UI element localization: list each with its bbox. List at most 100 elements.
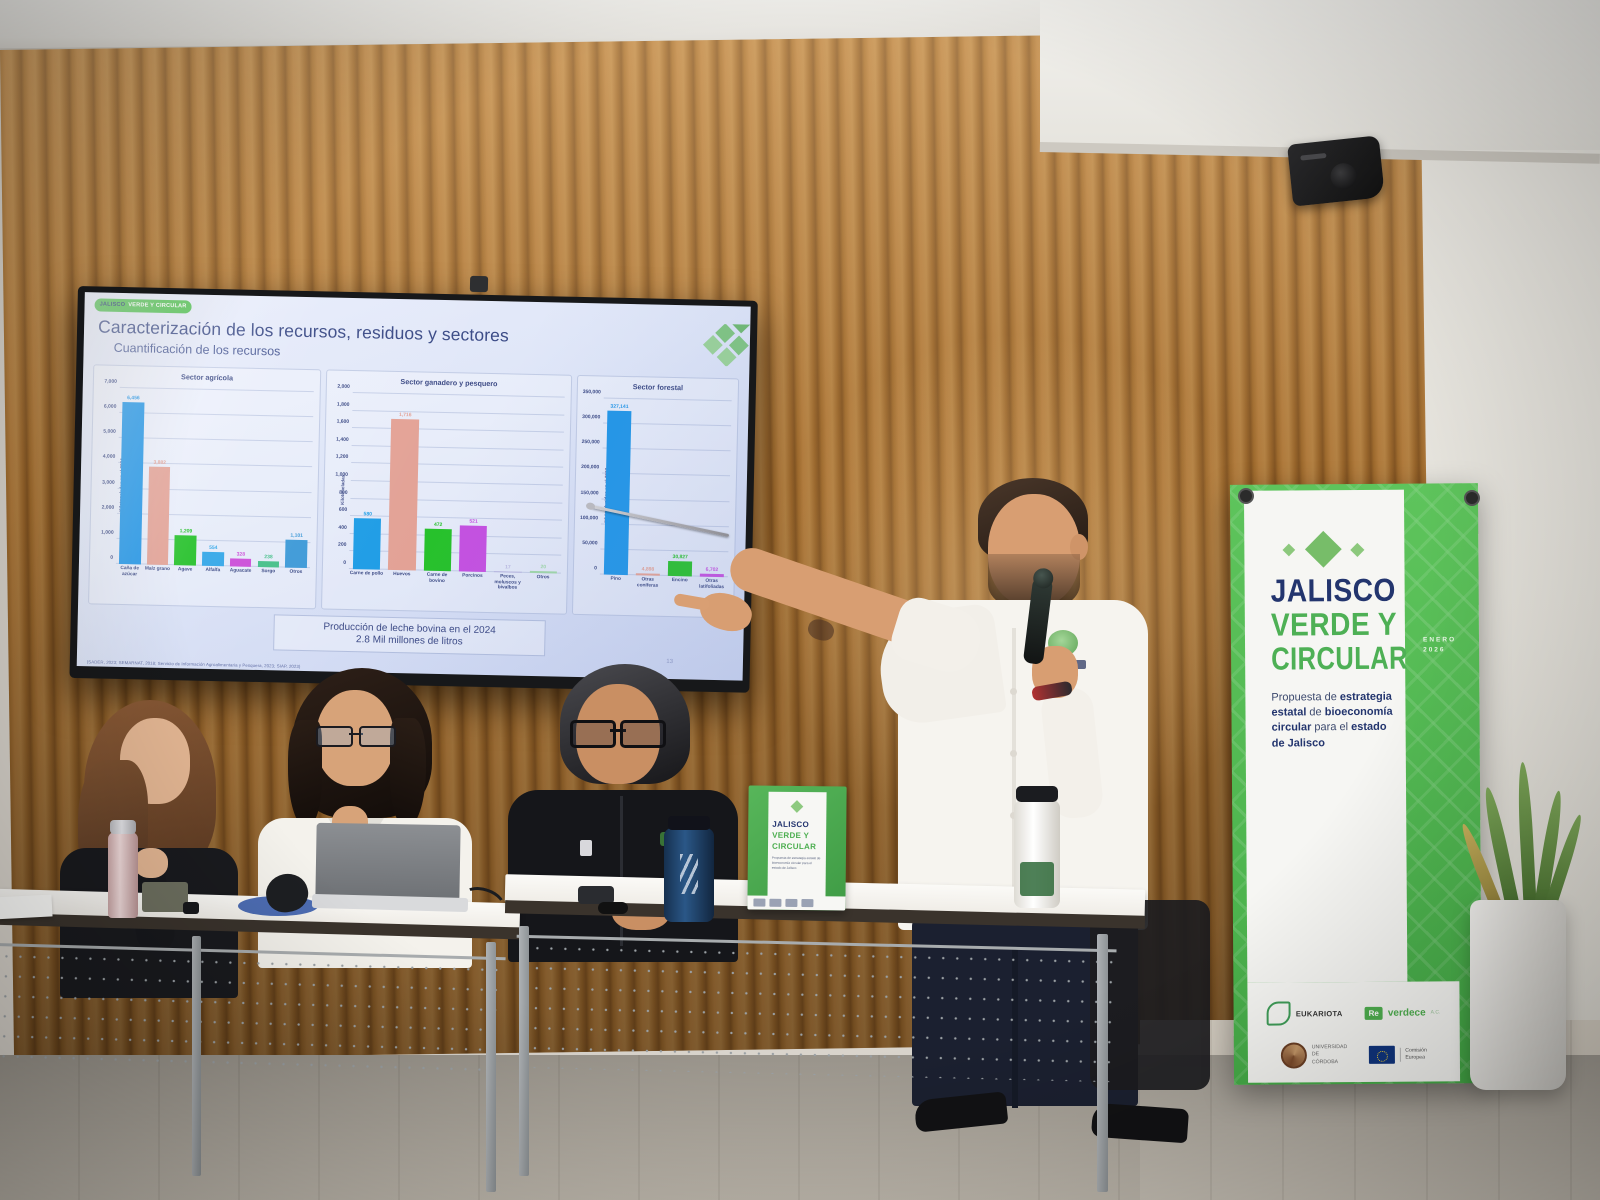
bar-value-label: 1,101	[290, 533, 303, 540]
slide-subtitle: Cuantificación de los recursos	[113, 340, 281, 359]
clover-icon	[1266, 1001, 1291, 1026]
shirt-button	[1010, 812, 1017, 819]
bar	[423, 529, 452, 572]
speaker-slot	[1300, 152, 1327, 161]
milk-production-callout: Producción de leche bovina en el 2024 2.…	[273, 614, 546, 657]
bar-column: 327,141	[603, 399, 632, 576]
table-leg	[519, 926, 529, 1176]
display-screen: JALISCO VERDE Y CIRCULAR Caracterización…	[76, 292, 751, 681]
chart-plot-1: 0 200 400 600 800 1,000 1,200 1,400 1,600 1,800 2,…	[335, 384, 565, 574]
banner-line-2: VERDE Y	[1270, 605, 1398, 643]
y-axis-tick: 5,000	[103, 428, 116, 436]
banner-line-1: JALISCO	[1270, 571, 1396, 609]
callout-line-2: 2.8 Mil millones de litros	[355, 634, 463, 648]
logo-universidad-cordoba: UNIVERSIDAD DE CÓRDOBA	[1280, 1042, 1348, 1069]
chart-panel-forestal: Sector forestal m³ producidos en el 2017…	[571, 374, 740, 619]
jacket-zipper	[620, 796, 623, 946]
brochure-logo-strip	[747, 895, 846, 911]
bar-value-label: 327,141	[610, 403, 629, 410]
laptop[interactable]	[311, 822, 469, 916]
bar	[174, 534, 197, 566]
bar-value-label: 3,882	[153, 460, 167, 467]
bar-value-label: 472	[433, 522, 443, 529]
brochure-description: Propuesta de estrategia estatal de bioec…	[771, 855, 821, 870]
y-axis-tick: 1,400	[336, 436, 349, 443]
banner-clip-right	[1464, 490, 1480, 506]
bar-value-label: 238	[264, 554, 273, 561]
table-leg	[486, 942, 496, 1192]
logo-comision-europea: Comisión Europea	[1369, 1045, 1427, 1064]
x-axis-label: Carne de pollo	[349, 570, 384, 577]
bar-value-label: 328	[236, 551, 246, 558]
y-axis-tick: 0	[110, 554, 114, 561]
bottle-cap	[110, 820, 136, 834]
glasses-icon	[316, 726, 396, 747]
logo-verdece-text: verdece	[1387, 1007, 1426, 1019]
chart-title-0: Sector agrícola	[180, 372, 234, 383]
water-bottle-blue	[664, 816, 714, 922]
rollup-banner: JALISCO VERDE Y CIRCULAR ENERO 2026 Prop…	[1229, 483, 1483, 1085]
presentation-display[interactable]: JALISCO VERDE Y CIRCULAR Caracterización…	[69, 286, 758, 693]
chart-xlabels-1: Carne de pollo Huevos Carne de bovino Porci…	[348, 571, 561, 612]
bar	[118, 401, 145, 565]
slide-content: JALISCO VERDE Y CIRCULAR Caracterización…	[77, 292, 751, 680]
water-bottle-white	[1014, 786, 1060, 908]
plant-pot	[1470, 900, 1566, 1090]
bar-column: 6,702	[699, 401, 728, 578]
remote-control	[598, 902, 628, 914]
x-axis-label: Otros	[289, 569, 303, 575]
desc-bold: circular	[1271, 721, 1312, 734]
y-axis-tick: 50,000	[582, 539, 598, 547]
slide-decoration	[687, 323, 751, 367]
bar	[699, 573, 725, 578]
bar	[494, 570, 522, 573]
bar-column: 3,882	[146, 389, 172, 566]
laptop-lid	[315, 822, 461, 902]
bar	[529, 571, 557, 574]
ceiling-soffit	[1040, 0, 1600, 150]
bar-value-label: 4,898	[641, 565, 655, 573]
brochure-line-2: VERDE Y	[772, 830, 810, 841]
laptop-base	[311, 893, 469, 913]
bar	[146, 466, 171, 566]
x-axis-label: Peces, moluscos y bivalbos	[494, 574, 521, 591]
bar-group: 6,456 3,882 1,209 554 328 238 1,101	[116, 388, 314, 569]
display-wall-mount	[469, 275, 489, 293]
logo-comision-text: Comisión Europea	[1400, 1047, 1427, 1062]
logo-eukariota: EUKARIOTA	[1266, 1001, 1343, 1026]
banner-sponsor-logos: EUKARIOTA Re verdece A.C. UNIVERSIDAD DE…	[1247, 981, 1461, 1083]
head	[576, 684, 660, 784]
bar-value-label: 17	[505, 563, 511, 571]
bar-column: 1,209	[174, 389, 199, 566]
small-device	[183, 902, 199, 914]
bottle-logo	[680, 854, 698, 894]
banner-date: ENERO 2026	[1422, 636, 1457, 654]
y-axis-tick: 1,200	[335, 454, 349, 461]
banner-description: Propuesta de estrategia estatal de bioec…	[1271, 690, 1393, 752]
shirt-placket	[1012, 628, 1016, 908]
logo-verdece-suffix: A.C.	[1430, 1009, 1441, 1016]
eu-flag-icon	[1369, 1045, 1396, 1064]
y-axis-tick: 0	[594, 565, 598, 572]
logo-reverdece: Re verdece A.C.	[1364, 1006, 1441, 1020]
y-axis-tick: 400	[338, 524, 347, 531]
y-axis-tick: 250,000	[581, 439, 600, 446]
desc-bold: bioeconomía	[1324, 705, 1393, 719]
y-axis-tick: 1,800	[336, 401, 350, 408]
paper-sheet	[0, 894, 53, 920]
table-modesty-panel	[0, 942, 506, 1081]
bar	[229, 558, 252, 567]
chart-title-2: Sector forestal	[632, 382, 684, 393]
bar-value-label: 20	[540, 564, 547, 571]
bar-value-label: 6,456	[127, 394, 140, 402]
bar-column: 17	[494, 396, 525, 573]
x-axis-label: Sorgo	[261, 569, 276, 575]
banner-clip-left	[1238, 488, 1254, 504]
bar-column: 554	[202, 390, 227, 567]
bar-column: 20	[529, 397, 560, 574]
x-axis-label: Caña de azúcar	[120, 565, 140, 578]
y-axis-tick: 1,000	[101, 529, 114, 536]
x-axis-label: Pino	[610, 576, 621, 582]
x-axis-label: Huevos	[393, 571, 411, 578]
